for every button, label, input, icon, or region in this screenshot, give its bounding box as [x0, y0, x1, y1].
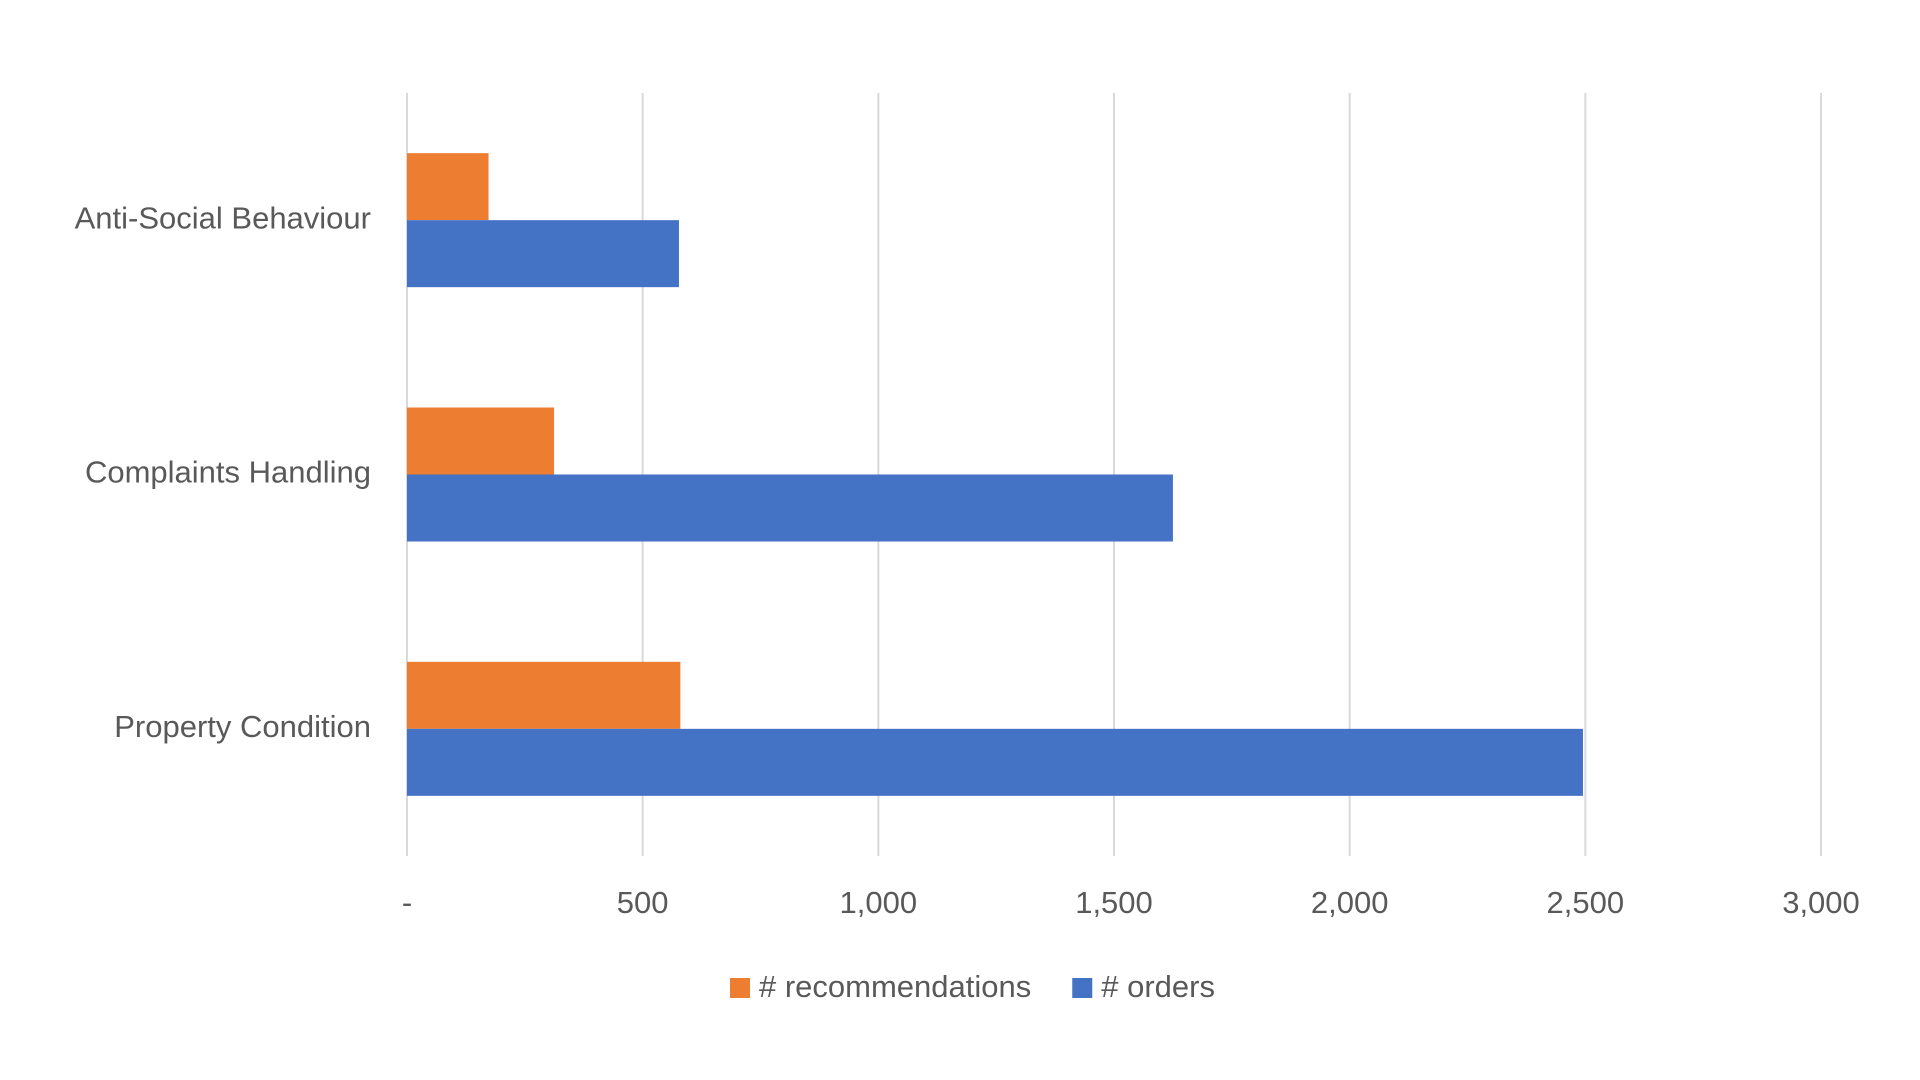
- y-tick-label: Property Condition: [114, 709, 371, 744]
- bar: [407, 728, 1583, 796]
- x-tick-label: 500: [617, 885, 669, 920]
- bar: [407, 220, 679, 288]
- x-tick-label: -: [402, 885, 412, 920]
- bar: [407, 153, 489, 221]
- legend-swatch: [730, 978, 751, 998]
- x-tick-label: 1,500: [1075, 885, 1153, 920]
- x-tick-label: 1,000: [840, 885, 918, 920]
- x-tick-label: 2,500: [1547, 885, 1625, 920]
- x-tick-label: 2,000: [1311, 885, 1389, 920]
- x-tick-label: 3,000: [1782, 885, 1860, 920]
- y-tick-label: Complaints Handling: [85, 455, 371, 490]
- legend-swatch: [1072, 978, 1093, 998]
- bar: [407, 661, 681, 729]
- bar: [407, 474, 1173, 542]
- y-tick-label: Anti-Social Behaviour: [75, 200, 371, 235]
- legend-label: # orders: [1101, 969, 1215, 1004]
- legend-label: # recommendations: [759, 969, 1031, 1004]
- bar: [407, 407, 555, 475]
